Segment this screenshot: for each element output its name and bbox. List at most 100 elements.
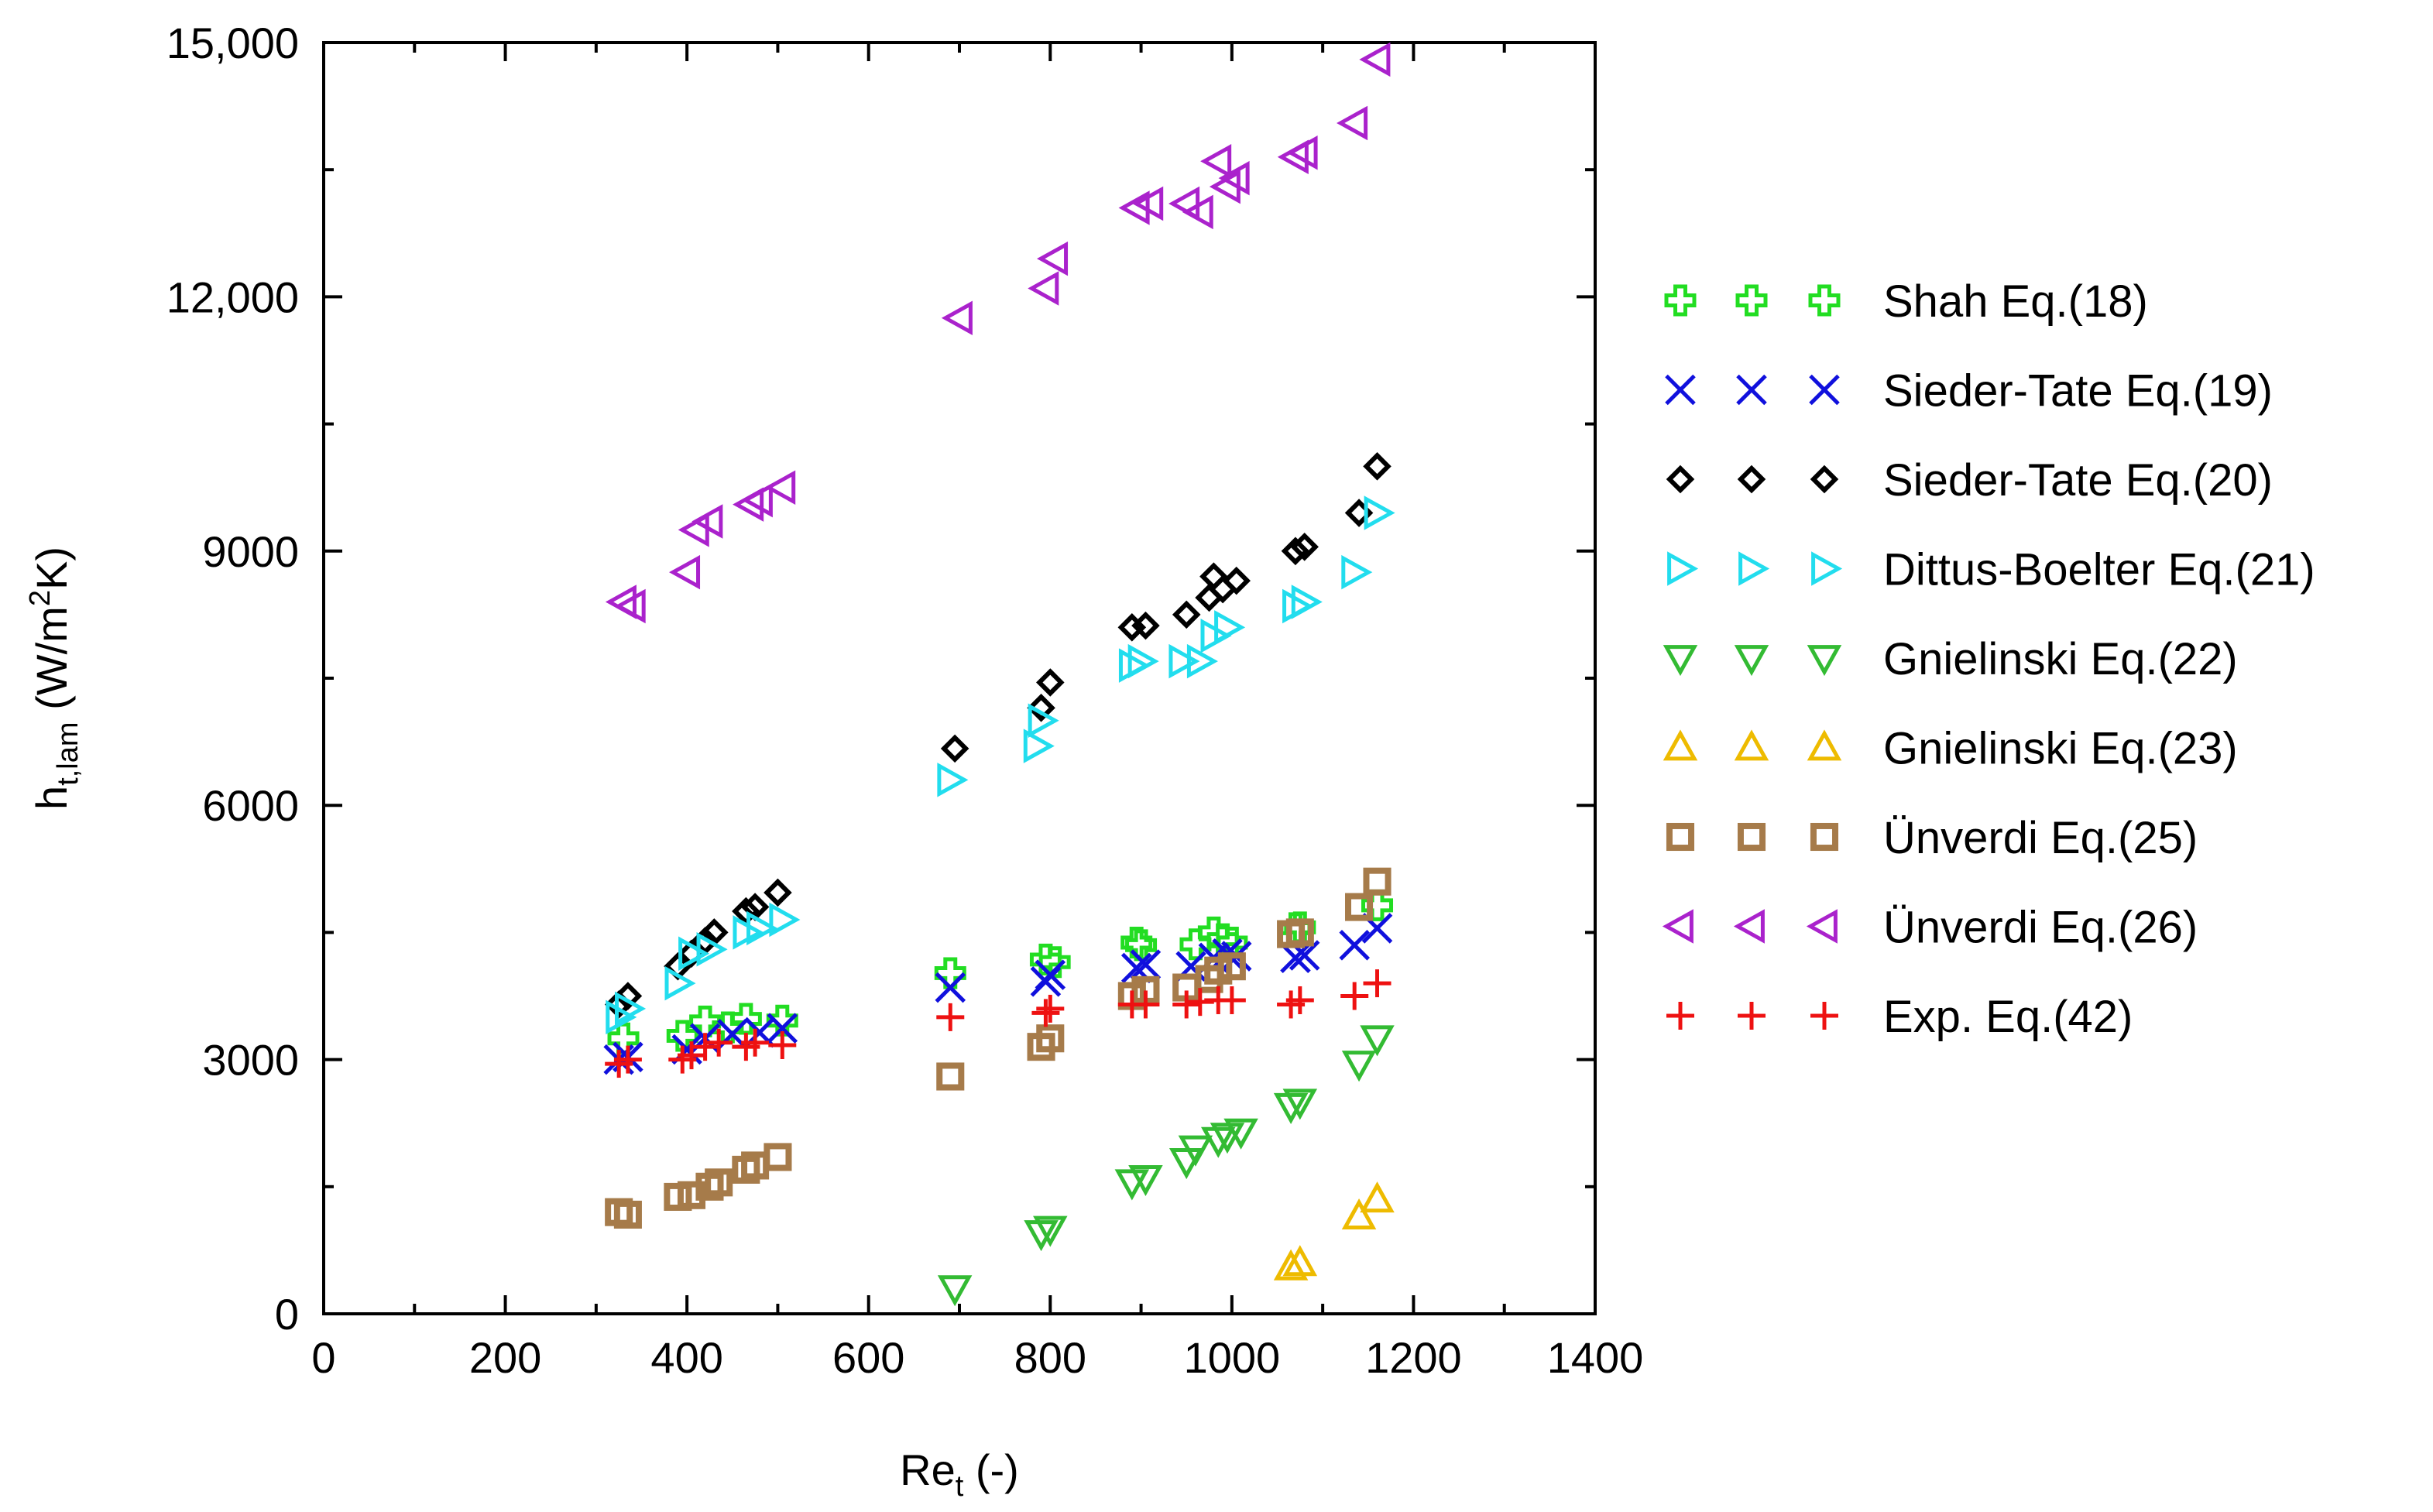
data-point <box>1024 1220 1059 1252</box>
legend-entry: Gnielinski Eq.(22) <box>1663 634 2238 684</box>
y-tick-label: 15,000 <box>166 19 299 67</box>
legend-marker <box>1737 465 1766 494</box>
data-point <box>1132 186 1164 221</box>
legend-entry: Sieder-Tate Eq.(19) <box>1665 366 2273 417</box>
legend-marker <box>1810 1002 1838 1030</box>
legend-entry: Dittus-Boelter Eq.(21) <box>1667 545 2315 595</box>
legend-marker <box>1810 822 1839 852</box>
data-point <box>1036 1024 1065 1053</box>
legend-label: Exp. Eq.(42) <box>1883 992 2133 1042</box>
data-point <box>1217 986 1246 1014</box>
data-point <box>606 999 637 1035</box>
data-point <box>1028 271 1059 306</box>
data-point <box>1208 574 1237 604</box>
x-tick-label: 600 <box>832 1333 904 1382</box>
legend-marker <box>1663 645 1698 677</box>
data-point <box>1281 537 1310 566</box>
data-point <box>936 1062 965 1091</box>
legend-marker <box>1734 645 1769 677</box>
data-point <box>1036 668 1065 697</box>
legend-label: Sieder-Tate Eq.(20) <box>1883 455 2273 506</box>
data-point <box>1131 611 1160 640</box>
legend: Shah Eq.(18) Sieder-Tate Eq.(19) Sieder-Ta… <box>1662 276 2315 1042</box>
x-axis-title-main: Re <box>900 1445 956 1494</box>
legend-marker <box>1738 1002 1766 1030</box>
legend-marker <box>1737 822 1766 852</box>
data-point <box>1337 105 1368 141</box>
y-axis-title-main: h <box>27 786 76 810</box>
x-tick-label: 800 <box>1014 1333 1086 1382</box>
y-axis-title: ht,lam (W/m2K) <box>24 547 84 810</box>
x-tick-label: 1400 <box>1547 1333 1644 1382</box>
data-points <box>603 42 1395 1307</box>
legend-entry: Shah Eq.(18) <box>1664 276 2148 327</box>
legend-marker <box>1810 465 1839 494</box>
data-point <box>1223 1118 1258 1150</box>
legend-marker <box>1811 551 1843 586</box>
y-axis-title-end: K) <box>27 547 76 590</box>
data-point <box>1172 600 1201 629</box>
data-point <box>1038 946 1071 979</box>
y-tick-label: 0 <box>275 1290 299 1339</box>
legend-entry: Ünverdi Eq.(25) <box>1666 813 2198 863</box>
data-point <box>1341 554 1373 590</box>
data-point <box>1200 144 1232 179</box>
data-point <box>1178 1135 1213 1167</box>
data-point <box>1172 990 1201 1019</box>
data-point <box>1218 160 1250 196</box>
data-point <box>1285 986 1314 1014</box>
x-axis-title: Ret (-) <box>900 1445 1019 1503</box>
data-point <box>1363 867 1392 896</box>
data-point <box>1280 942 1311 974</box>
data-point <box>936 1003 965 1031</box>
data-point <box>1131 990 1160 1019</box>
legend-label: Shah Eq.(18) <box>1883 276 2148 327</box>
legend-marker <box>1667 551 1699 586</box>
legend-entry: Gnielinski Eq.(23) <box>1663 724 2238 774</box>
data-point <box>1286 135 1318 170</box>
legend-marker <box>1806 909 1838 944</box>
x-tick-label: 0 <box>311 1333 335 1382</box>
data-point <box>935 972 966 1003</box>
data-point <box>1201 1126 1236 1158</box>
data-point <box>691 1033 719 1061</box>
y-axis-title-sub: t,lam <box>52 722 84 785</box>
y-axis-title-sup: 2 <box>24 590 57 606</box>
legend-marker <box>1734 729 1769 761</box>
legend-marker <box>1666 1002 1694 1030</box>
legend-marker <box>1662 909 1693 944</box>
data-point <box>1035 959 1066 990</box>
axis-ticks <box>322 41 1597 1315</box>
data-point <box>764 1143 792 1171</box>
data-point <box>1363 969 1392 998</box>
y-tick-label: 3000 <box>202 1036 299 1085</box>
data-point <box>1345 893 1374 921</box>
y-tick-labels: 0 3000 6000 9000 12,000 15,000 <box>166 19 299 1339</box>
data-point <box>691 504 723 539</box>
data-point <box>1363 452 1392 481</box>
legend-marker <box>1808 284 1841 317</box>
data-point <box>1127 643 1159 679</box>
data-point <box>1285 918 1314 947</box>
data-point <box>1273 1249 1309 1281</box>
data-point <box>1360 1025 1395 1057</box>
series-7 <box>605 42 1391 624</box>
legend-marker <box>1738 551 1770 586</box>
data-point <box>1341 1198 1377 1230</box>
data-point <box>1028 703 1059 738</box>
data-point <box>1282 1089 1318 1120</box>
data-point <box>1036 994 1065 1023</box>
legend-marker <box>1807 645 1842 677</box>
y-tick-label: 12,000 <box>166 273 299 321</box>
data-point <box>934 957 966 989</box>
legend-entry: Exp. Eq.(42) <box>1666 992 2133 1042</box>
legend-marker <box>1735 284 1768 317</box>
series-8 <box>605 969 1392 1078</box>
series-6 <box>605 867 1392 1229</box>
data-point <box>1031 999 1060 1027</box>
data-point <box>1291 585 1323 619</box>
legend-marker <box>1663 729 1698 761</box>
data-point <box>1027 694 1055 722</box>
data-point <box>678 936 710 972</box>
